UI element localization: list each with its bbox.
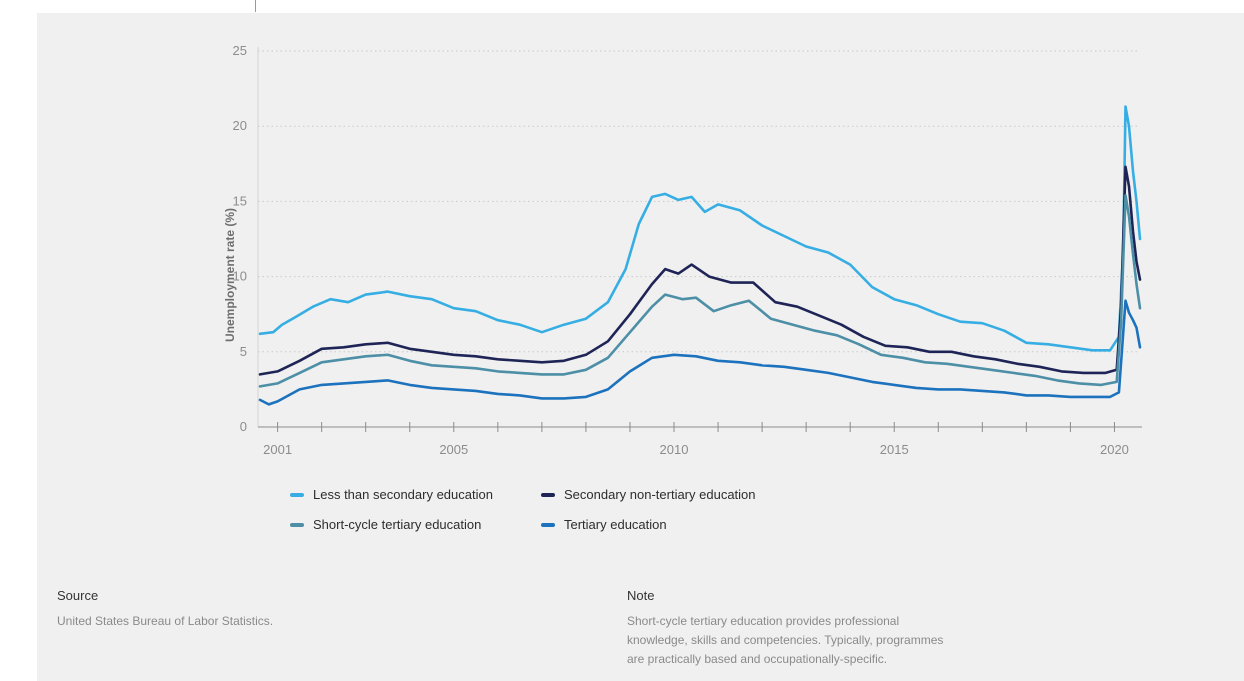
note-block: Note Short-cycle tertiary education prov… <box>627 588 943 669</box>
source-heading: Source <box>57 588 99 603</box>
legend-item-secondary-non-tertiary: Secondary non-tertiary education <box>541 487 756 502</box>
x-axis: 2001 2005 2010 2015 2020 <box>258 422 1142 457</box>
series-line-secondary-non-tertiary-education <box>258 165 1142 376</box>
x-tick-label: 2020 <box>1100 442 1129 457</box>
legend-item-short-cycle-tertiary: Short-cycle tertiary education <box>290 517 481 532</box>
legend-item-less-than-secondary: Less than secondary education <box>290 487 493 502</box>
top-divider-tick <box>255 0 256 12</box>
line-chart: 0 5 10 15 20 25 2001 2005 2010 2015 2020 Unemploy… <box>223 43 1142 457</box>
legend-item-tertiary: Tertiary education <box>541 517 667 532</box>
series-line-less-than-secondary-education <box>258 105 1142 352</box>
y-tick-label: 0 <box>240 419 247 434</box>
source-block: Source United States Bureau of Labor Sta… <box>57 588 273 631</box>
legend-swatch-tertiary <box>541 522 555 527</box>
note-text-line: are practically based and occupationally… <box>627 652 888 666</box>
y-tick-label: 5 <box>240 344 247 359</box>
series-lines <box>258 105 1142 406</box>
grid-lines: 0 5 10 15 20 25 <box>233 43 1140 434</box>
x-tick-label: 2001 <box>263 442 292 457</box>
legend-label-secondary-non-tertiary: Secondary non-tertiary education <box>564 487 756 502</box>
series-line-tertiary-education <box>258 299 1142 406</box>
y-tick-label: 10 <box>233 269 247 284</box>
legend-label-short-cycle-tertiary: Short-cycle tertiary education <box>313 517 482 532</box>
x-tick-label: 2015 <box>880 442 909 457</box>
series-line-short-cycle-tertiary-education <box>258 194 1142 388</box>
source-text: United States Bureau of Labor Statistics… <box>57 614 274 628</box>
legend-label-tertiary: Tertiary education <box>564 517 667 532</box>
note-text-line: Short-cycle tertiary education provides … <box>627 614 900 628</box>
note-heading: Note <box>627 588 655 603</box>
y-tick-label: 20 <box>233 118 247 133</box>
chart-panel: 0 5 10 15 20 25 2001 2005 2010 2015 2020 Unemploy… <box>37 13 1244 681</box>
legend-label-less-than-secondary: Less than secondary education <box>313 487 493 502</box>
legend-swatch-less-than-secondary <box>290 492 304 497</box>
x-tick-label: 2010 <box>660 442 689 457</box>
y-tick-label: 15 <box>233 193 247 208</box>
x-tick-label: 2005 <box>439 442 468 457</box>
y-tick-label: 25 <box>233 43 247 58</box>
note-text-line: knowledge, skills and competencies. Typi… <box>627 633 944 647</box>
legend-swatch-secondary-non-tertiary <box>541 492 555 497</box>
legend-swatch-short-cycle-tertiary <box>290 522 304 527</box>
y-axis-label: Unemployment rate (%) <box>223 208 237 342</box>
